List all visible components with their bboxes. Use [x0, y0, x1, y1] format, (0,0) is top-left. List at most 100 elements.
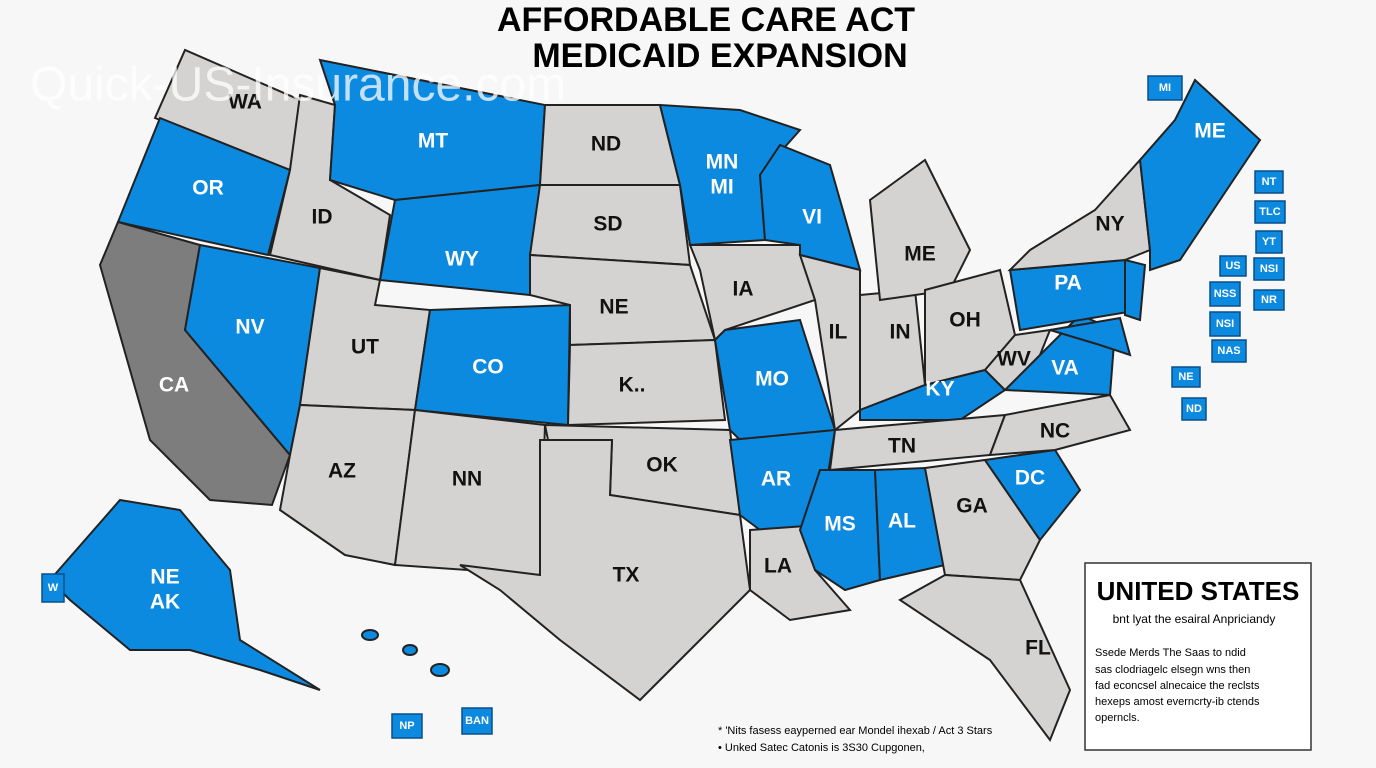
- state-label: OR: [192, 177, 224, 200]
- side-box: [461, 707, 493, 735]
- state: [898, 573, 1072, 743]
- state-label: TN: [888, 435, 916, 458]
- state-label: PA: [1054, 272, 1082, 295]
- state-label: OH: [949, 309, 981, 332]
- island: [402, 644, 418, 656]
- state-label: ME: [904, 243, 936, 266]
- state-label: ID: [312, 206, 333, 229]
- state: [988, 393, 1132, 457]
- state: [116, 116, 292, 257]
- states: [48, 48, 1262, 743]
- side-label: NSI: [1216, 318, 1234, 330]
- state: [1124, 258, 1147, 322]
- side-box: [1219, 255, 1247, 277]
- side-box: [1211, 339, 1247, 363]
- title-line: MEDICAID EXPANSION: [532, 37, 907, 75]
- label-line: AK: [150, 590, 180, 613]
- state-label: NN: [452, 468, 482, 491]
- legend-title: UNITED STATES: [1097, 576, 1300, 606]
- state: [393, 408, 547, 577]
- side-box: [1181, 397, 1207, 421]
- footnote: * 'Nits fasess eayperned ear Mondel ihex…: [718, 725, 993, 737]
- side-box: [1171, 366, 1201, 388]
- side-box: [1254, 170, 1284, 194]
- state-label: IN: [890, 321, 911, 344]
- state-label: FL: [1025, 637, 1051, 660]
- side-label: US: [1225, 260, 1240, 272]
- state: [868, 158, 972, 302]
- state-label: NC: [1040, 420, 1070, 443]
- legend-box: [1084, 562, 1312, 751]
- state-label: K..: [619, 374, 646, 397]
- side-box: [1209, 311, 1241, 337]
- legend: UNITED STATES bnt lyat the esairal Anpri…: [1084, 562, 1312, 751]
- state-label: TX: [613, 564, 640, 587]
- title-line: AFFORDABLE CARE ACT: [497, 1, 915, 39]
- state-label: OK: [646, 454, 678, 477]
- state-label: NY: [1095, 213, 1124, 236]
- side-label: NAS: [1217, 345, 1240, 357]
- state-label: IL: [829, 321, 848, 344]
- label-line: NE: [150, 565, 179, 588]
- state: [983, 328, 1052, 392]
- side-labels: MI NT TLC YT US NSI NR NSS NSI NAS NE ND…: [41, 75, 1286, 739]
- state-label: ME: [1194, 120, 1226, 143]
- state: [1049, 316, 1132, 357]
- legend-text: hexeps amost everncrty-ib ctends: [1095, 696, 1260, 708]
- side-box: [1253, 257, 1285, 281]
- state-labels: WA OR CA ID NV MT WY UT CO AZ NN ND SD N…: [150, 91, 1226, 660]
- legend-text: sas clodriagelc elsegn wns then: [1095, 664, 1250, 676]
- state-label: WY: [445, 248, 479, 271]
- side-label: NE: [1178, 371, 1193, 383]
- side-box: [391, 713, 423, 739]
- state-label: CO: [472, 356, 504, 379]
- state-label: MO: [755, 368, 789, 391]
- state-label: AR: [761, 468, 791, 491]
- state-label: WA: [228, 91, 262, 114]
- state-label: NE AK: [150, 565, 180, 613]
- side-box: [41, 573, 65, 603]
- side-label: YT: [1262, 236, 1276, 248]
- state-label: ND: [591, 133, 621, 156]
- state-label: NV: [235, 316, 264, 339]
- state-label: DC: [1015, 467, 1045, 490]
- state-label: CA: [159, 374, 189, 397]
- side-label: NT: [1262, 176, 1277, 188]
- side-label: ND: [1186, 403, 1202, 415]
- state: [923, 458, 1042, 582]
- side-label: TLC: [1259, 206, 1280, 218]
- state-label: MS: [824, 513, 856, 536]
- label-line: MN: [706, 150, 739, 173]
- state-label: LA: [764, 555, 792, 578]
- side-box: [1255, 230, 1283, 254]
- side-label: BAN: [465, 715, 489, 727]
- state-label: MN MI: [706, 150, 739, 198]
- state: [378, 183, 542, 297]
- island: [361, 629, 379, 641]
- side-label: NP: [399, 720, 414, 732]
- state-label: WV: [997, 348, 1031, 371]
- side-box: [1254, 200, 1286, 224]
- side-label: W: [48, 582, 59, 594]
- state: [459, 439, 752, 702]
- side-label: NR: [1261, 294, 1277, 306]
- state-label: AL: [888, 510, 916, 533]
- side-box: [1147, 75, 1183, 101]
- side-label: NSS: [1214, 288, 1237, 300]
- state: [278, 403, 417, 567]
- state: [566, 338, 727, 427]
- state-label: MT: [418, 130, 448, 153]
- state-label: GA: [956, 495, 988, 518]
- footnote: • Unked Satec Catonis is 3S30 Cupgonen,: [718, 742, 925, 754]
- side-label: MI: [1159, 82, 1171, 94]
- state-label: AZ: [328, 460, 356, 483]
- state-label: SD: [593, 213, 622, 236]
- state-label: NE: [599, 296, 628, 319]
- state: [983, 448, 1082, 542]
- watermark: Quick-US-Insurance.com: [30, 59, 566, 112]
- state: [1138, 78, 1262, 272]
- side-label: NSI: [1260, 263, 1278, 275]
- legend-text: Ssede Merds The Saas to ndid: [1095, 647, 1246, 659]
